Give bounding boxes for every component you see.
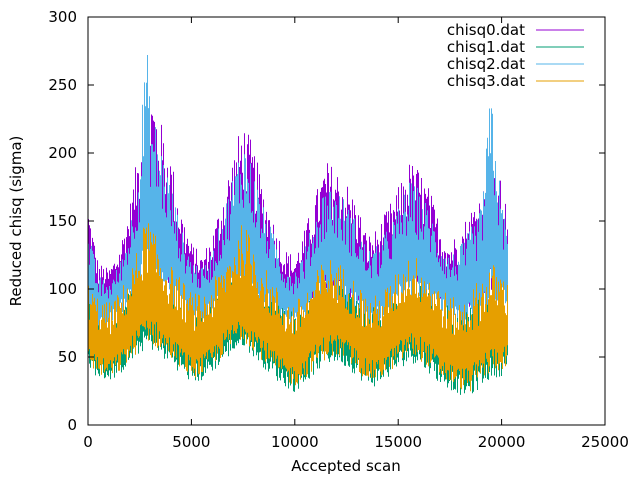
x-tick-label: 15000	[374, 433, 422, 451]
legend-label: chisq3.dat	[447, 72, 525, 90]
y-tick-label: 50	[58, 348, 77, 366]
legend-label: chisq0.dat	[447, 21, 525, 39]
y-tick-label: 0	[67, 416, 77, 434]
x-tick-label: 10000	[271, 433, 319, 451]
y-axis-label: Reduced chisq (sigma)	[7, 136, 25, 307]
legend-label: chisq2.dat	[447, 55, 525, 73]
y-tick-label: 300	[48, 8, 77, 26]
x-tick-label: 25000	[581, 433, 629, 451]
legend-label: chisq1.dat	[447, 38, 525, 56]
y-tick-label: 200	[48, 144, 77, 162]
plot-area	[88, 55, 508, 395]
x-tick-label: 0	[83, 433, 93, 451]
x-tick-label: 5000	[172, 433, 210, 451]
x-tick-label: 20000	[478, 433, 526, 451]
y-tick-label: 250	[48, 76, 77, 94]
y-tick-label: 150	[48, 212, 77, 230]
y-tick-label: 100	[48, 280, 77, 298]
x-axis-label: Accepted scan	[291, 457, 400, 475]
axis-ticks: 0 5000 10000 15000 20000 25000 0 50 100 150 200 250…	[48, 8, 629, 451]
